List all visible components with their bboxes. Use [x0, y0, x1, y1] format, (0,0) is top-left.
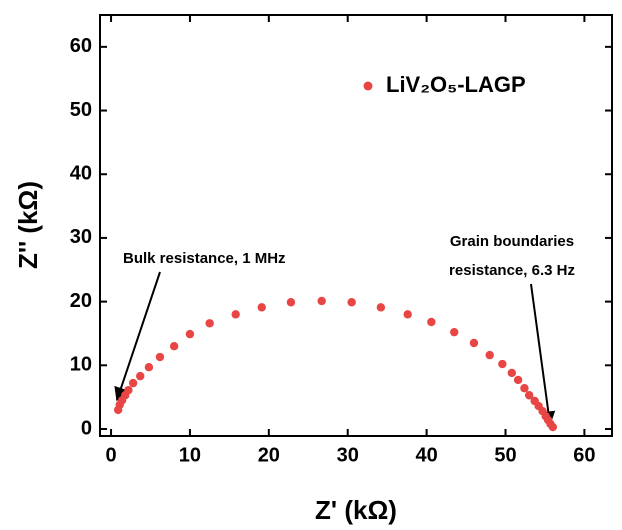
data-point [155, 352, 165, 362]
data-point [286, 298, 296, 307]
x-tick-label: 20 [258, 444, 280, 466]
data-point [124, 385, 133, 395]
y-tick-label: 50 [70, 99, 92, 121]
y-tick-label: 0 [81, 417, 92, 439]
annotation: Bulk resistance, 1 MHz [123, 250, 286, 267]
x-tick-label: 0 [105, 444, 116, 466]
data-point [513, 375, 523, 385]
annotation: resistance, 6.3 Hz [449, 262, 575, 279]
x-tick-label: 50 [494, 444, 516, 466]
x-tick-label: 40 [415, 444, 437, 466]
data-point [403, 310, 412, 319]
y-axis-label: Z'' (kΩ) [13, 181, 43, 269]
arrow [114, 271, 161, 402]
data-point [376, 303, 386, 312]
x-axis-label: Z' (kΩ) [315, 495, 397, 525]
data-point [144, 363, 154, 372]
annotation: Grain boundaries [450, 233, 574, 250]
data-point [520, 384, 529, 393]
data-point [317, 296, 326, 306]
arrow [530, 283, 556, 426]
data-point [257, 303, 266, 312]
x-tick-label: 30 [337, 444, 359, 466]
data-point [185, 329, 195, 339]
data-point [205, 319, 214, 328]
y-tick-label: 10 [70, 354, 92, 376]
data-point [136, 371, 145, 381]
data-point [128, 378, 138, 388]
data-point [524, 391, 534, 400]
data-point [427, 317, 436, 327]
data-point [548, 422, 558, 432]
data-point [347, 298, 356, 307]
data-point [498, 359, 507, 369]
x-tick-label: 10 [179, 444, 201, 466]
data-point [469, 338, 479, 348]
x-tick-label: 60 [573, 444, 595, 466]
data-point [169, 341, 179, 351]
y-tick-label: 20 [70, 290, 92, 312]
y-tick-label: 40 [70, 163, 92, 185]
data-point [450, 327, 459, 337]
data-point [231, 310, 240, 319]
legend-marker [363, 81, 373, 91]
legend-label: LiV₂O₅-LAGP [386, 72, 526, 97]
data-point [485, 350, 494, 360]
y-tick-label: 60 [70, 35, 92, 57]
data-point [507, 368, 517, 378]
plot-frame [99, 14, 613, 437]
y-tick-label: 30 [70, 226, 92, 248]
